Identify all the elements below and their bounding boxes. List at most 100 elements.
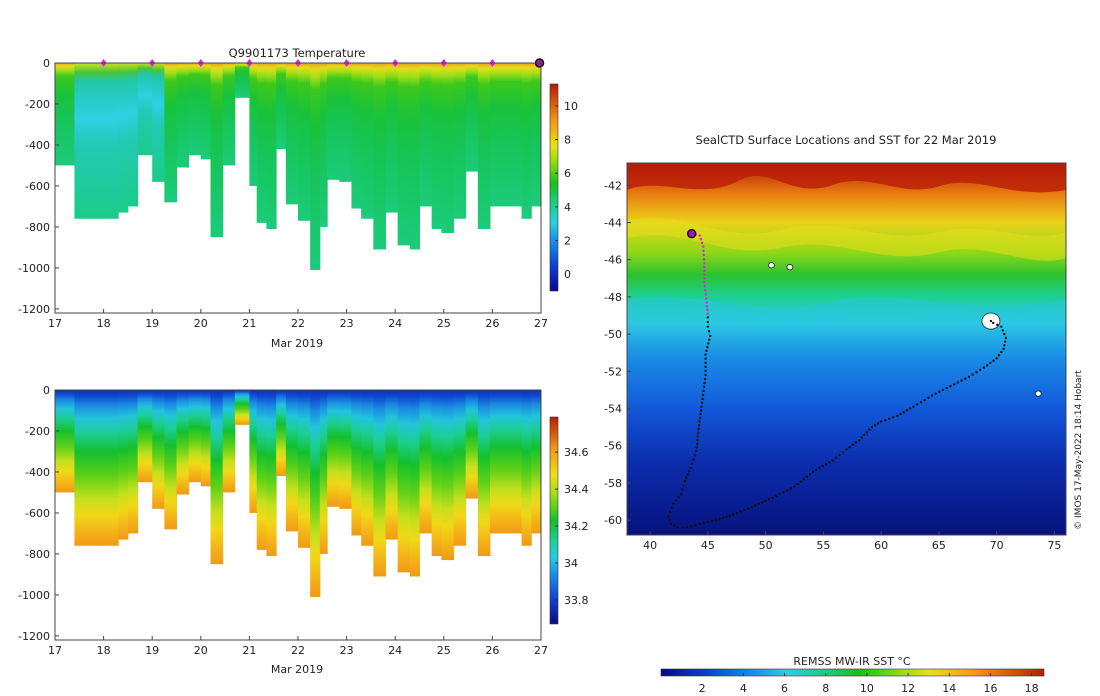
profile-column (319, 390, 328, 554)
y-tick-label: -1000 (18, 262, 50, 275)
track-point (992, 359, 995, 362)
track-point (1003, 344, 1006, 347)
track-point (868, 428, 871, 431)
temperature-colorbar (549, 83, 559, 292)
colorbar-tick-label: 10 (564, 100, 578, 113)
track-point (1004, 336, 1008, 340)
track-point (1003, 340, 1007, 343)
track-point (796, 482, 799, 486)
x-tick-label: 20 (194, 317, 208, 330)
track-point (703, 277, 706, 280)
track-point (705, 301, 708, 304)
y-tick-label: -48 (604, 291, 622, 304)
profile-column (137, 63, 153, 156)
track-point (696, 435, 700, 438)
track-point (789, 487, 793, 490)
track-point (694, 523, 697, 527)
map-longitude-axis: 40 45 50 55 60 65 70 75 (643, 531, 1061, 552)
colorbar-tick-label: 12 (901, 682, 915, 695)
temperature-x-label: Mar 2019 (271, 337, 323, 350)
track-point (706, 520, 710, 524)
track-point (964, 377, 967, 380)
track-point (707, 342, 710, 345)
x-tick-label: 17 (48, 644, 62, 657)
profile-column (127, 63, 139, 207)
track-point (750, 505, 753, 509)
track-point (705, 349, 708, 353)
track-point (702, 258, 706, 261)
profile-column (453, 390, 467, 546)
y-tick-label: -54 (604, 403, 622, 416)
profile-column (409, 390, 420, 577)
track-point (919, 400, 923, 404)
track-point (870, 425, 874, 429)
track-point (702, 245, 705, 248)
profile-column (276, 63, 287, 150)
track-point (690, 525, 693, 528)
track-point (677, 495, 680, 499)
salinity-x-axis: 17 18 19 20 21 22 23 24 25 26 27 (48, 636, 548, 657)
profile-column (521, 63, 532, 219)
map-frame (626, 162, 1067, 536)
track-point (989, 319, 993, 323)
colorbar-tick-label: 6 (781, 682, 788, 695)
track-point (700, 241, 704, 245)
track-point (668, 518, 671, 522)
track-point (818, 466, 821, 470)
profile-column (319, 63, 328, 227)
track-point (834, 456, 838, 460)
profile-column (176, 63, 190, 168)
profile-column (499, 63, 510, 207)
sst-warm-band (627, 163, 1066, 193)
x-tick-label: 24 (388, 644, 402, 657)
profile-column (509, 63, 523, 207)
profile-column (310, 390, 321, 597)
track-point (967, 375, 971, 379)
track-point (945, 386, 948, 390)
y-tick-label: -44 (604, 217, 622, 230)
track-point (860, 436, 863, 439)
profile-column (509, 390, 523, 534)
track-point (746, 507, 750, 510)
track-point (706, 345, 709, 349)
temperature-colorbar-ticks: 0 2 4 6 8 10 (555, 100, 578, 281)
y-tick-label: -46 (604, 254, 622, 267)
track-point (828, 461, 831, 464)
track-point (757, 502, 760, 506)
colorbar-tick-label: 0 (564, 268, 571, 281)
profile-column (222, 390, 236, 493)
x-tick-label: 17 (48, 317, 62, 330)
profile-column (188, 63, 202, 156)
colorbar-tick-label: 18 (1025, 682, 1039, 695)
profile-column (200, 63, 212, 160)
track-point (992, 321, 995, 325)
profile-column (477, 390, 491, 556)
temperature-section: Q9901173 Temperature 17 18 19 20 21 22 23 24 25 2… (18, 46, 578, 350)
profile-column (164, 390, 177, 530)
profile-column (74, 63, 100, 219)
track-point (703, 262, 706, 265)
track-point (1003, 332, 1006, 336)
track-point (912, 405, 915, 408)
x-tick-label: 18 (97, 317, 111, 330)
y-tick-label: -400 (25, 466, 50, 479)
track-point (700, 401, 704, 405)
profile-column (453, 63, 467, 219)
track-point (704, 365, 707, 369)
colorbar-tick-label: 8 (564, 134, 571, 147)
track-point (680, 492, 683, 496)
track-point (704, 361, 707, 364)
salinity-profiles (55, 390, 542, 597)
profile-column (351, 63, 362, 209)
track-point (704, 293, 707, 296)
track-point (706, 316, 710, 319)
salinity-section: 17 18 19 20 21 22 23 24 25 26 27 0 -200 -400 -600 -800… (18, 384, 588, 676)
x-tick-label: 25 (437, 644, 451, 657)
track-point (697, 431, 700, 434)
profile-column (465, 390, 479, 499)
track-point (909, 407, 912, 410)
profile-column (137, 390, 153, 483)
profile-column (419, 63, 433, 207)
track-point (703, 273, 706, 276)
